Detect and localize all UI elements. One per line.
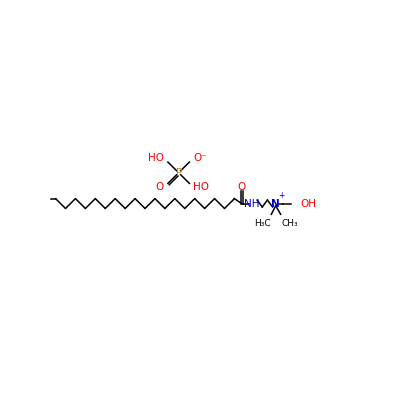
Text: HO: HO [193,182,209,192]
Text: O: O [156,182,164,192]
Text: NH: NH [244,198,260,208]
Text: OH: OH [300,198,316,208]
Text: +: + [278,190,285,200]
Text: HO: HO [148,153,164,163]
Text: CH₃: CH₃ [281,219,298,228]
Text: N: N [271,198,280,208]
Text: O⁻: O⁻ [193,153,207,163]
Text: P: P [176,168,182,178]
Text: O: O [238,182,246,192]
Text: H₃C: H₃C [254,219,271,228]
